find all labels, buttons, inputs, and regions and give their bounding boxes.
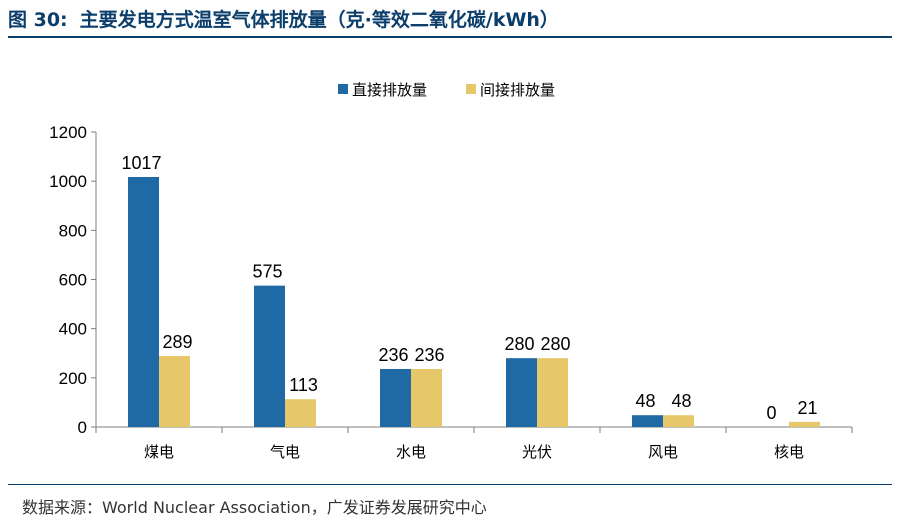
data-label-indirect: 48 — [671, 391, 691, 411]
bar-indirect — [663, 415, 694, 427]
x-category-label: 光伏 — [522, 443, 552, 461]
y-tick-label: 200 — [59, 369, 87, 388]
data-label-indirect: 280 — [540, 334, 570, 354]
data-label-direct: 280 — [504, 334, 534, 354]
bar-indirect — [411, 368, 442, 427]
x-category-label: 水电 — [396, 443, 426, 461]
data-label-direct: 48 — [635, 391, 655, 411]
data-label-indirect: 289 — [162, 332, 192, 352]
bar-direct — [254, 285, 285, 427]
bar-direct — [380, 368, 411, 427]
data-label-indirect: 21 — [797, 398, 817, 418]
y-tick-label: 400 — [59, 320, 87, 339]
y-tick-label: 1200 — [49, 123, 87, 142]
x-category-label: 煤电 — [144, 443, 174, 461]
x-category-label: 核电 — [774, 443, 804, 461]
data-label-direct: 236 — [378, 345, 408, 365]
bar-chart: 直接排放量 间接排放量 0 200 400 600 800 1000 1200 煤电 气电 水电 光伏… — [49, 81, 853, 461]
figure-title: 主要发电方式温室气体排放量（克·等效二氧化碳/kWh） — [79, 9, 559, 31]
y-tick-label: 800 — [59, 221, 87, 240]
legend-swatch-indirect — [466, 84, 476, 94]
y-tick-label: 1000 — [49, 172, 87, 191]
legend-swatch-direct — [338, 84, 348, 94]
bar-direct — [128, 176, 159, 427]
chart-title: 图 30: 主要发电方式温室气体排放量（克·等效二氧化碳/kWh） — [8, 5, 559, 32]
bar-indirect — [159, 355, 190, 427]
x-category-label: 风电 — [648, 443, 678, 461]
legend: 直接排放量 间接排放量 — [338, 81, 555, 99]
data-label-direct: 0 — [766, 403, 776, 423]
y-tick-label: 0 — [78, 418, 87, 437]
legend-label-indirect: 间接排放量 — [480, 81, 555, 99]
data-label-indirect: 113 — [289, 375, 318, 395]
data-label-direct: 575 — [252, 262, 282, 282]
title-rule — [8, 36, 892, 38]
bar-direct — [506, 358, 537, 427]
bar-direct — [632, 415, 663, 427]
data-label-indirect: 236 — [414, 345, 444, 365]
source-note: 数据来源：World Nuclear Association，广发证券发展研究中… — [22, 498, 487, 517]
bars — [128, 176, 820, 427]
x-category-label: 气电 — [270, 443, 300, 461]
footer-rule — [8, 484, 892, 485]
data-label-direct: 1017 — [121, 153, 161, 173]
figure-label: 图 30: — [8, 9, 68, 31]
axes: 0 200 400 600 800 1000 1200 煤电 气电 水电 光伏 风电 核电 — [49, 123, 853, 461]
data-labels: 1017 289 575 113 236 236 280 280 48 48 0 21 — [121, 153, 817, 423]
bar-indirect — [789, 421, 820, 427]
bar-indirect — [537, 358, 568, 427]
legend-label-direct: 直接排放量 — [352, 81, 427, 99]
bar-indirect — [285, 399, 316, 427]
y-tick-label: 600 — [59, 271, 87, 290]
